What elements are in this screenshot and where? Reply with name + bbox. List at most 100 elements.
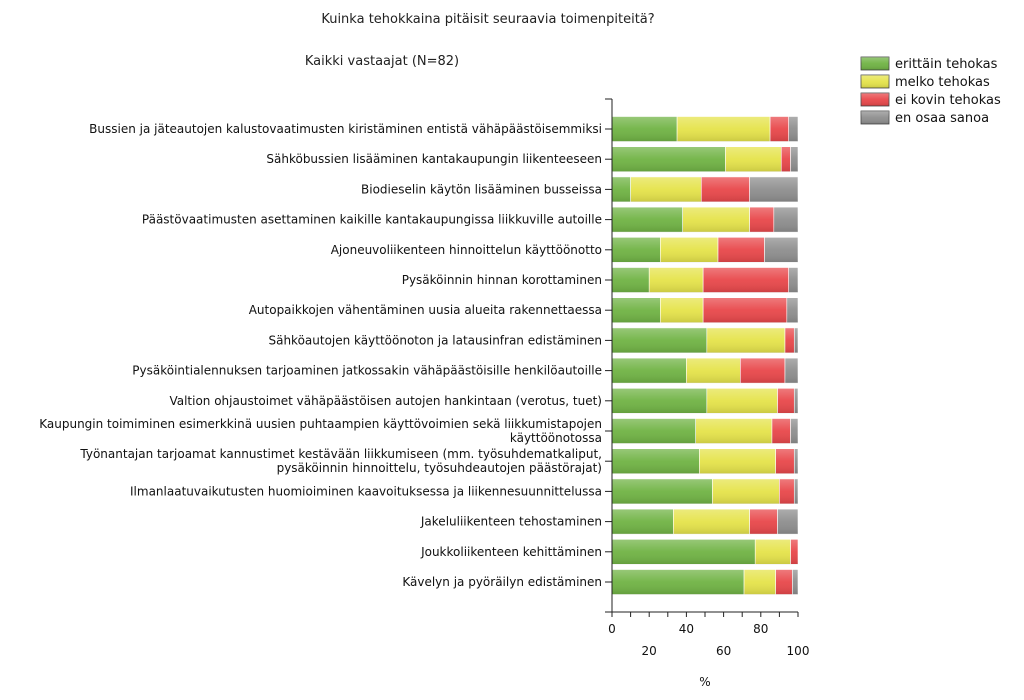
bar-segment-shading <box>612 478 713 504</box>
category-label-line: Työnantajan tarjoamat kannustimet kestäv… <box>79 447 602 461</box>
category-label-line: Ajoneuvoliikenteen hinnoittelun käyttöön… <box>331 243 602 257</box>
bar-segment-shading <box>749 207 774 233</box>
bar-segment-shading <box>773 207 798 233</box>
category-label: Sähköautojen käyttöönoton ja latausinfra… <box>268 333 602 347</box>
bar-segment-shading <box>695 418 772 444</box>
legend-label: en osaa sanoa <box>895 111 989 126</box>
bar-segment-shading <box>612 418 696 444</box>
legend-swatch-shading <box>861 111 889 124</box>
bar-segment-shading <box>660 237 719 263</box>
bar-segment-shading <box>781 146 791 172</box>
bar-segment-shading <box>612 267 650 293</box>
bar-segment-shading <box>612 569 745 595</box>
legend: erittäin tehokas melko tehokas ei kovin te… <box>860 56 1001 126</box>
bar-segment-shading <box>790 539 798 565</box>
chart-subtitle: Kaikki vastaajat (N=82) <box>305 54 459 69</box>
category-label-line: Pysäköinnin hinnan korottaminen <box>402 273 602 287</box>
category-label-line: Joukkoliikenteen kehittäminen <box>420 545 602 559</box>
category-label-line: pysäköinnin hinnoittelu, työsuhdeautojen… <box>277 461 602 475</box>
legend-swatch-shading <box>861 75 889 88</box>
bar-segment-shading <box>677 116 771 142</box>
bar-segment-shading <box>771 418 791 444</box>
category-label: Päästövaatimusten asettaminen kaikille k… <box>142 213 602 227</box>
x-tick-label: 100 <box>787 644 810 658</box>
bar-segment-shading <box>630 176 702 202</box>
bar-segment-shading <box>784 327 795 353</box>
bar-segment-shading <box>699 448 776 474</box>
bar-segment-shading <box>612 237 661 263</box>
bar-segment-shading <box>703 297 787 323</box>
bar-segment-shading <box>794 478 798 504</box>
bar-segment-shading <box>786 297 798 323</box>
bar-segment-shading <box>612 509 674 535</box>
bar-segment-shading <box>744 569 776 595</box>
bar-segment-shading <box>701 176 750 202</box>
x-axis-label: % <box>699 675 710 689</box>
bar-segment-shading <box>775 569 793 595</box>
category-label-line: Sähköautojen käyttöönoton ja latausinfra… <box>268 333 602 347</box>
x-tick-label: 60 <box>716 644 731 658</box>
bar-segment-shading <box>612 539 756 565</box>
bar-segment-shading <box>703 267 789 293</box>
bar-segment-shading <box>725 146 782 172</box>
category-label-line: Jakeluliikenteen tehostaminen <box>420 515 602 529</box>
bar-segment-shading <box>712 478 780 504</box>
category-label: Kaupungin toimiminen esimerkkinä uusien … <box>39 417 602 445</box>
category-label: Biodieselin käytön lisääminen busseissa <box>361 182 602 196</box>
bar-segment-shading <box>686 358 741 384</box>
bar-segment-shading <box>612 388 707 414</box>
legend-swatch-shading <box>861 57 889 70</box>
bar-segment-shading <box>682 207 750 233</box>
category-label-line: Ilmanlaatuvaikutusten huomioiminen kaavo… <box>130 484 602 498</box>
category-label-line: Bussien ja jäteautojen kalustovaatimuste… <box>89 122 602 136</box>
bar-segment-shading <box>740 358 785 384</box>
bar-segment-shading <box>792 569 798 595</box>
bar-segment-shading <box>612 146 726 172</box>
bar-segment-shading <box>777 388 795 414</box>
category-label: Pysäköintialennuksen tarjoaminen jatkoss… <box>132 364 602 378</box>
bar-segment-shading <box>612 207 683 233</box>
category-label-line: Sähköbussien lisääminen kantakaupungin l… <box>266 152 602 166</box>
category-label: Joukkoliikenteen kehittäminen <box>420 545 602 559</box>
bar-segment-shading <box>775 448 795 474</box>
bar-segment-shading <box>794 327 798 353</box>
bar-segment-shading <box>790 418 798 444</box>
bar-segment-shading <box>790 146 798 172</box>
category-label-line: Kävelyn ja pyöräilyn edistäminen <box>402 575 602 589</box>
category-label-line: Päästövaatimusten asettaminen kaikille k… <box>142 213 602 227</box>
bar-segment-shading <box>755 539 791 565</box>
x-tick-label: 0 <box>608 622 616 636</box>
bar-segment-shading <box>612 358 687 384</box>
bar-segment-shading <box>612 448 700 474</box>
bar-segment-shading <box>784 358 798 384</box>
bar-segment-shading <box>612 327 707 353</box>
bar-segment-shading <box>718 237 765 263</box>
legend-label: erittäin tehokas <box>895 57 998 72</box>
chart-title: Kuinka tehokkaina pitäisit seuraavia toi… <box>321 12 654 27</box>
x-tick-label: 40 <box>679 622 694 636</box>
category-label: Ilmanlaatuvaikutusten huomioiminen kaavo… <box>130 484 602 498</box>
bar-segment-shading <box>788 267 798 293</box>
category-label-line: Pysäköintialennuksen tarjoaminen jatkoss… <box>132 364 602 378</box>
category-label: Ajoneuvoliikenteen hinnoittelun käyttöön… <box>331 243 602 257</box>
bar-segment-shading <box>649 267 704 293</box>
category-label: Pysäköinnin hinnan korottaminen <box>402 273 602 287</box>
bar-segment-shading <box>794 448 798 474</box>
bar-segment-shading <box>779 478 795 504</box>
bar-segment-shading <box>612 176 631 202</box>
x-tick-label: 80 <box>753 622 768 636</box>
category-label: Kävelyn ja pyöräilyn edistäminen <box>402 575 602 589</box>
bar-segment-shading <box>660 297 704 323</box>
category-label: Sähköbussien lisääminen kantakaupungin l… <box>266 152 602 166</box>
bar-segment-shading <box>749 509 778 535</box>
bar-segment-shading <box>770 116 789 142</box>
category-label-line: Kaupungin toimiminen esimerkkinä uusien … <box>39 417 602 431</box>
bar-segment-shading <box>673 509 750 535</box>
category-label: Valtion ohjaustoimet vähäpäästöisen auto… <box>169 394 602 408</box>
category-label-line: Autopaikkojen vähentäminen uusia alueita… <box>249 303 602 317</box>
bar-segment-shading <box>764 237 798 263</box>
bar-segment-shading <box>612 297 661 323</box>
bar-segment-shading <box>777 509 798 535</box>
bar-segment-shading <box>706 388 778 414</box>
